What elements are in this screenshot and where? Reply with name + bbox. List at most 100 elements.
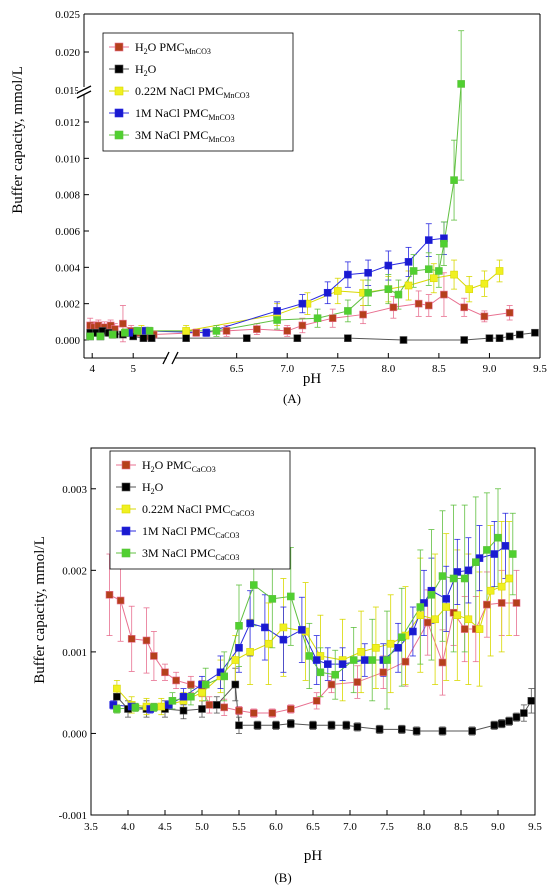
data-point-b-4 [286,592,295,601]
legend-subscript: 2 [144,47,148,56]
panel-label-b: (B) [274,870,291,885]
legend-subscript: CaCO3 [192,465,216,474]
series-line-a-2 [90,270,500,337]
data-point-b-1 [468,727,476,735]
panel-label-a: (A) [283,391,301,406]
legend-text-part: H [135,62,144,76]
data-point-b-0 [220,703,228,712]
data-point-b-1 [231,680,240,689]
y-tick-label-b: -0.001 [59,810,87,822]
data-point-b-4 [220,672,228,681]
legend-subscript: 2 [151,465,155,474]
data-point-a-0 [192,328,201,337]
data-point-b-4 [427,590,436,599]
x-tick-label-a: 9.0 [483,363,497,375]
data-point-b-0 [379,668,388,677]
data-point-b-1 [520,709,528,717]
chart-b: -0.001 0.000 0.001 0.002 0.003 3.5 4.0 4.5 5.0 5.… [32,447,542,885]
data-point-b-4 [201,680,210,689]
legend-marker-a [114,130,124,140]
data-point-a-3 [424,236,433,244]
data-point-a-3 [364,268,372,277]
data-point-a-4 [313,314,322,323]
x-tick-label-a: 7.5 [331,363,345,375]
legend-label-a: 1M NaCl PMCMnCO3 [135,106,235,122]
data-point-b-4 [187,692,195,701]
data-point-a-4 [344,307,352,315]
data-point-a-1 [515,330,524,339]
data-point-b-4 [416,603,425,611]
series-line-b-0 [109,594,517,714]
legend-marker-a [114,42,124,52]
data-point-b-4 [349,656,358,664]
y-tick-label-a: 0.012 [55,117,80,129]
data-point-b-3 [261,623,269,632]
legend-text-part: O PMC [155,458,192,472]
y-tick-label-a: 0.002 [55,299,80,311]
data-point-b-3 [323,660,332,668]
data-point-a-0 [480,312,489,321]
x-tick-label-a: 8.0 [381,363,395,375]
data-point-b-1 [286,719,295,728]
data-point-b-2 [231,656,240,664]
data-point-a-4 [424,265,433,273]
x-break-mark-a [171,351,179,365]
data-point-b-4 [460,574,469,583]
legend-box-b [109,450,291,570]
y-axis-label-b: Buffer capacity, mmol/L [32,536,48,683]
x-tick-label-b: 9.0 [491,821,505,833]
data-point-a-4 [384,285,393,293]
data-point-b-2 [246,648,254,656]
y-break-mark-a [76,90,92,99]
y-tick-label-a: 0.025 [55,9,80,21]
data-point-a-3 [384,261,393,270]
data-point-a-0 [505,308,514,317]
data-point-b-4 [494,533,502,542]
data-point-a-0 [440,290,448,299]
data-point-b-0 [150,652,158,660]
data-point-a-4 [86,332,94,341]
data-point-b-4 [471,558,480,566]
data-point-b-1 [327,721,336,730]
x-tick-label-b: 4.5 [158,821,172,833]
data-point-b-3 [360,656,369,664]
data-point-b-0 [483,600,491,609]
y-tick-label-b: 0.000 [62,728,87,740]
data-point-b-0 [512,599,521,607]
data-point-a-2 [430,274,438,283]
y-axis-label-a: Buffer capacity, mmol/L [10,66,26,213]
x-tick-label-b: 5.5 [232,821,246,833]
legend-marker-b [121,526,131,536]
data-point-a-1 [182,334,190,342]
data-point-b-4 [250,581,258,589]
data-point-b-1 [309,721,317,730]
data-point-b-1 [412,727,421,735]
legend-label-b: H2O [142,480,164,496]
data-point-b-2 [505,574,513,583]
y-tick-label-a: 0.008 [55,190,80,202]
data-point-a-2 [495,267,504,275]
legend-marker-b [121,504,131,514]
legend-text-part: 3M NaCl PMC [142,546,215,560]
data-point-b-4 [397,633,406,642]
data-point-b-3 [235,644,243,652]
data-point-a-4 [364,288,372,297]
data-point-a-0 [328,314,337,323]
data-point-a-0 [359,310,367,319]
x-tick-label-b: 7.0 [343,821,357,833]
data-point-a-4 [273,316,281,324]
data-point-b-0 [497,599,506,607]
data-point-a-0 [253,325,261,333]
data-point-b-3 [464,566,473,575]
data-point-a-2 [333,287,342,295]
data-point-b-2 [497,582,506,591]
legend-subscript: 2 [144,69,148,78]
data-point-b-2 [464,615,473,624]
data-point-b-1 [512,713,521,721]
x-tick-label-a: 4 [89,363,95,375]
y-tick-label-a: 0.020 [55,47,80,59]
data-point-a-0 [460,303,468,312]
data-point-b-2 [157,702,166,711]
x-tick-label-b: 8.5 [454,821,468,833]
